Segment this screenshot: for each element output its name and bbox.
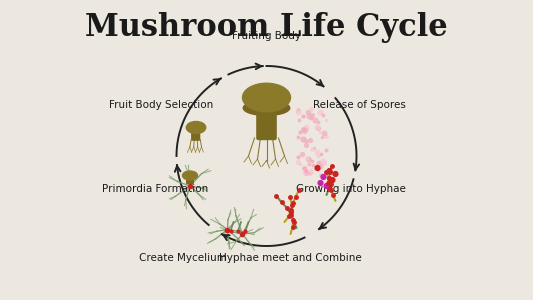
Ellipse shape [182, 171, 198, 180]
Text: Primordia Formation: Primordia Formation [102, 184, 208, 194]
FancyBboxPatch shape [257, 103, 276, 140]
Text: Hyphae meet and Combine: Hyphae meet and Combine [219, 253, 362, 263]
Circle shape [333, 172, 338, 176]
FancyBboxPatch shape [187, 174, 193, 184]
Text: Fruiting Body: Fruiting Body [232, 31, 301, 41]
FancyBboxPatch shape [192, 125, 199, 140]
Ellipse shape [243, 100, 290, 116]
Circle shape [324, 184, 329, 188]
Ellipse shape [243, 83, 290, 112]
Circle shape [321, 175, 326, 179]
Text: Release of Spores: Release of Spores [313, 100, 406, 110]
Circle shape [327, 169, 332, 173]
Text: Create Mycelium: Create Mycelium [139, 253, 227, 263]
Text: Mushroom Life Cycle: Mushroom Life Cycle [85, 12, 448, 43]
Text: Growing into Hyphae: Growing into Hyphae [296, 184, 406, 194]
Circle shape [318, 181, 323, 185]
Circle shape [315, 166, 320, 170]
Text: Fruit Body Selection: Fruit Body Selection [109, 100, 214, 110]
Ellipse shape [186, 122, 206, 134]
Circle shape [330, 178, 335, 182]
